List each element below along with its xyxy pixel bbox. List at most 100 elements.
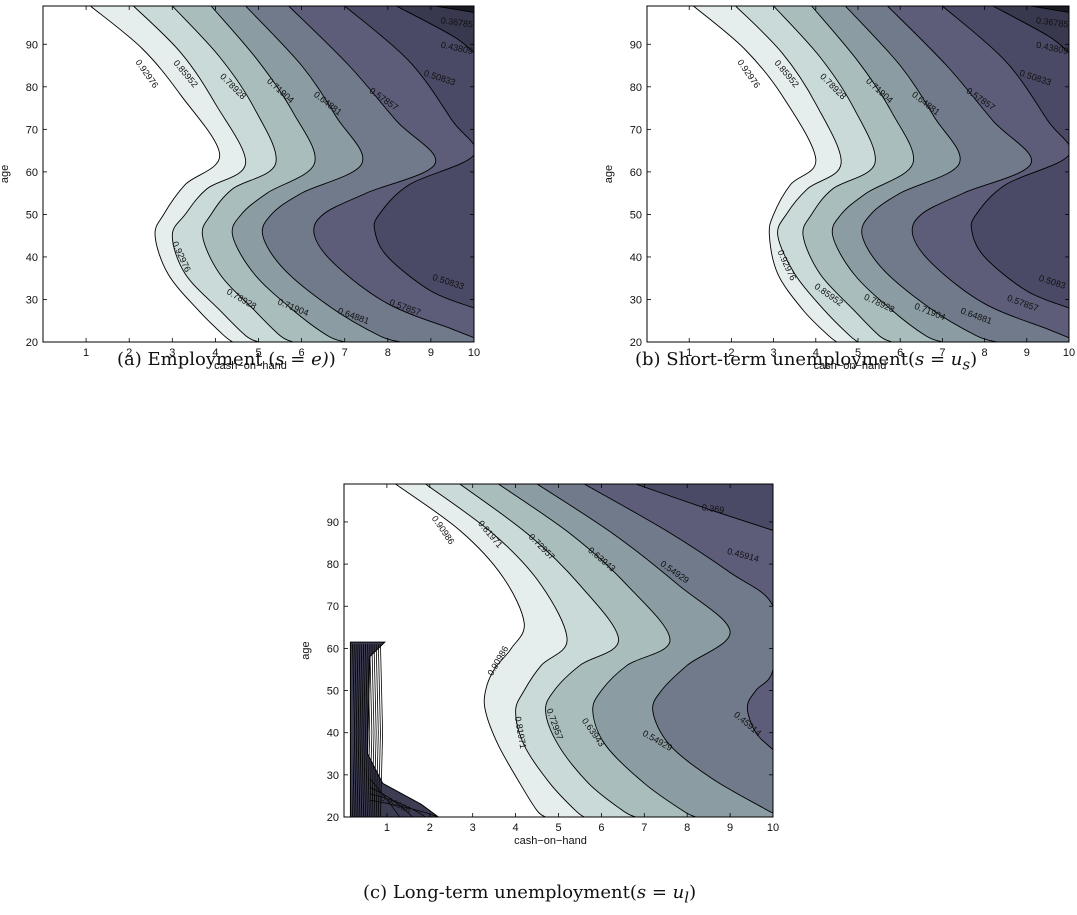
- x-tick-label-a-5: 6: [299, 347, 305, 359]
- y-tick-label-c-3: 50: [327, 686, 339, 698]
- contour-line-c-6: [395, 484, 546, 817]
- caption-c-sub: l: [684, 888, 690, 907]
- anomaly-line-c-13: [380, 644, 384, 817]
- x-tick-label-b-2: 3: [771, 347, 777, 359]
- x-axis-label-c: cash−on−hand: [514, 835, 587, 847]
- contour-line-c-2: [536, 484, 773, 814]
- caption-b: (b) Short-term unemployment(s = us): [635, 349, 977, 374]
- contour-label-c-6: 0.369: [701, 502, 725, 515]
- x-tick-label-c-5: 6: [598, 822, 604, 834]
- contour-region-b-8: [647, 6, 837, 342]
- y-tick-label-c-2: 40: [327, 728, 339, 740]
- contour-line-b-5: [811, 6, 943, 342]
- caption-c-close: ): [689, 882, 697, 903]
- x-tick-label-b-8: 9: [1024, 347, 1030, 359]
- anomaly-line-c-0: [352, 644, 356, 817]
- caption-b-prefix: (b) Short-term unemployment(: [635, 349, 916, 370]
- contour-plot-c: 0.90986 0.81971 0.72957 0.63943 0.549290.459…: [300, 483, 779, 847]
- contour-line-b-4: [844, 6, 998, 342]
- caption-c: (c) Long-term unemployment(s = ul): [363, 882, 696, 907]
- caption-c-math: s: [636, 882, 647, 903]
- chart-panel-a: 0.92976 0.85952 0.78928 0.71904 0.64881 0.578…: [0, 0, 540, 400]
- contour-label-b-8: 0.36785: [1035, 15, 1069, 29]
- contour-line-a-5: [210, 6, 345, 342]
- anomaly-line-c-10: [373, 644, 377, 817]
- anomaly-line-c-7: [367, 644, 371, 817]
- contour-line-c-1: [583, 484, 773, 750]
- caption-a-math: s: [275, 349, 285, 370]
- y-tick-label-c-4: 60: [327, 643, 339, 655]
- anomaly-line-c-5: [362, 644, 366, 817]
- y-tick-label-c-5: 70: [327, 601, 339, 613]
- x-tick-label-b-5: 6: [897, 347, 903, 359]
- x-tick-label-c-7: 8: [684, 822, 690, 834]
- x-axis-label-b: cash−on−hand: [814, 360, 887, 372]
- anomaly-line-c-6: [365, 644, 368, 817]
- anomaly-line-c-12: [377, 644, 381, 817]
- contour-line-c-3: [498, 484, 697, 817]
- caption-a: (a) Employment (s = e)): [117, 349, 336, 370]
- caption-b-math: s: [915, 349, 925, 370]
- x-tick-label-a-4: 5: [255, 347, 261, 359]
- anomaly-line-c-3: [358, 644, 362, 817]
- x-tick-label-c-6: 7: [641, 822, 647, 834]
- anomaly-line-c-8: [369, 644, 373, 817]
- x-tick-label-b-3: 4: [813, 347, 819, 359]
- contour-plot-b: 0.92976 0.85952 0.78928 0.71904 0.64881 0.578…: [603, 5, 1075, 372]
- x-tick-label-a-3: 4: [212, 347, 218, 359]
- contour-fills-b: [647, 6, 1069, 342]
- y-axis-label-a: age: [0, 165, 11, 183]
- anomaly-line-c-4: [360, 644, 364, 817]
- anomaly-line-c-11: [375, 644, 379, 817]
- anomaly-line-c-1: [354, 644, 358, 817]
- contour-line-b-8: [693, 6, 838, 342]
- caption-b-close: ): [970, 349, 978, 370]
- anomaly-wave-c-3: [369, 799, 439, 817]
- anomaly-wave-c-1: [369, 787, 413, 817]
- x-tick-label-c-0: 1: [384, 822, 390, 834]
- contour-line-b-3: [887, 6, 1069, 339]
- contour-line-b-2: [942, 6, 1069, 309]
- x-tick-label-a-0: 1: [83, 347, 89, 359]
- y-tick-label-b-5: 70: [630, 124, 642, 136]
- contour-line-a-2: [344, 6, 474, 309]
- contour-line-a-7: [133, 6, 259, 342]
- x-tick-label-c-8: 9: [727, 822, 733, 834]
- chart-panel-c: 0.90986 0.81971 0.72957 0.63943 0.54929 0.459…: [290, 470, 790, 915]
- x-tick-label-a-6: 7: [342, 347, 348, 359]
- contour-line-b-6: [773, 6, 893, 342]
- y-tick-label-a-4: 60: [26, 167, 38, 179]
- x-tick-label-b-4: 5: [855, 347, 861, 359]
- x-tick-label-c-9: 10: [767, 822, 779, 834]
- y-tick-label-a-2: 40: [26, 252, 38, 264]
- y-tick-label-c-7: 90: [327, 517, 339, 529]
- y-tick-label-b-7: 90: [630, 39, 642, 51]
- y-tick-label-b-3: 50: [630, 209, 642, 221]
- anomaly-line-c-2: [356, 644, 360, 817]
- x-tick-label-b-1: 2: [728, 347, 734, 359]
- y-tick-label-c-1: 30: [327, 770, 339, 782]
- x-axis-label-a: cash−on−hand: [214, 360, 287, 372]
- y-tick-label-a-6: 80: [26, 82, 38, 94]
- y-axis-label-c: age: [300, 641, 312, 659]
- y-tick-label-a-3: 50: [26, 209, 38, 221]
- caption-c-prefix: (c) Long-term unemployment(: [363, 882, 637, 903]
- anomaly-region-c: [349, 641, 440, 817]
- contour-anomaly-c: [349, 641, 440, 817]
- caption-a-suffix: = e): [284, 349, 329, 370]
- contour-line-a-4: [245, 6, 401, 342]
- x-tick-label-b-6: 7: [939, 347, 945, 359]
- contour-line-c-4: [459, 484, 636, 817]
- x-tick-label-a-8: 9: [428, 347, 434, 359]
- y-tick-label-a-0: 20: [26, 337, 38, 349]
- x-tick-label-c-2: 3: [470, 822, 476, 834]
- y-tick-label-a-5: 70: [26, 124, 38, 136]
- x-tick-label-c-4: 5: [555, 822, 561, 834]
- x-tick-label-b-0: 1: [686, 347, 692, 359]
- x-tick-label-a-2: 3: [169, 347, 175, 359]
- contour-line-a-8: [90, 6, 233, 342]
- y-tick-label-b-0: 20: [630, 337, 642, 349]
- contour-plot-a: 0.92976 0.85952 0.78928 0.71904 0.64881 0.578…: [0, 5, 480, 372]
- y-tick-label-c-6: 80: [327, 559, 339, 571]
- caption-a-prefix: (a) Employment (: [117, 349, 276, 370]
